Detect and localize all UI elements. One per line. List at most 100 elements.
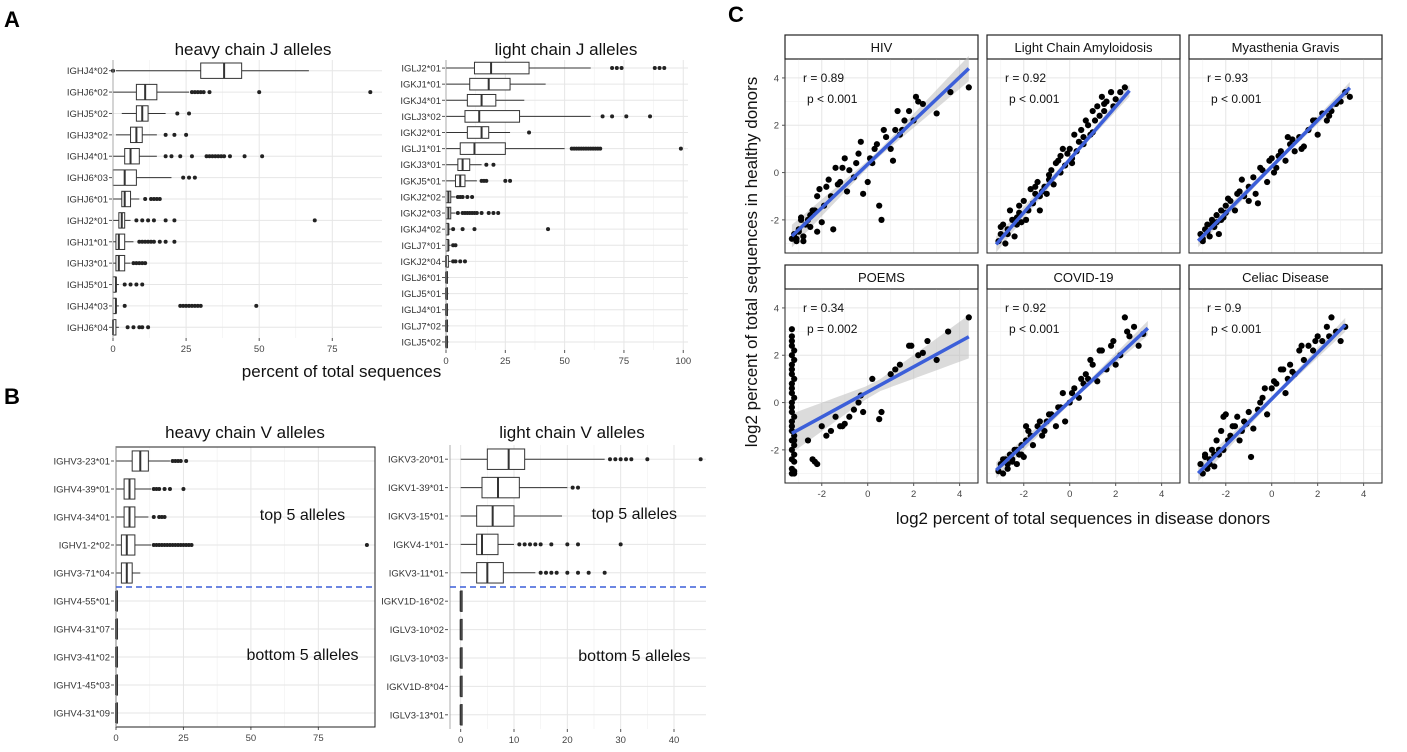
scatter-point [800, 238, 807, 245]
scatter-point [1078, 126, 1085, 134]
scatter-point [876, 416, 883, 423]
outlier-point [146, 325, 151, 330]
facet-strip-label: HIV [871, 40, 893, 55]
scatter-point [1270, 169, 1278, 176]
x-tick-label: 0 [1269, 489, 1274, 500]
scatter-point [860, 190, 867, 197]
scatter-point [892, 126, 899, 134]
scatter-point [830, 226, 837, 233]
outlier-point [213, 154, 218, 159]
scatter-point [1291, 148, 1298, 155]
outlier-point [192, 303, 197, 308]
scatter-point [871, 145, 878, 153]
scatter-point [791, 437, 798, 444]
scatter-point [869, 375, 876, 383]
outlier-point [368, 90, 373, 95]
regression-line [994, 89, 1131, 246]
outlier-point [460, 227, 465, 232]
outlier-point [128, 282, 133, 287]
box-IGKV3-20*01 [460, 448, 703, 470]
outlier-point [178, 459, 183, 463]
outlier-point [678, 146, 683, 151]
category-label: IGKJ2*03 [400, 209, 441, 220]
outlier-point [163, 239, 168, 244]
category-label: IGLV3-10*03 [390, 654, 444, 665]
box-iqr [466, 126, 490, 139]
scatter-point [1107, 342, 1115, 349]
outlier-point [610, 66, 615, 71]
box-IGKJ4*01 [446, 93, 525, 107]
outlier-point [143, 197, 148, 201]
scatter-point [1064, 150, 1071, 157]
x-tick-label: 100 [675, 356, 691, 367]
scatter-point [788, 446, 795, 453]
x-tick-label: -2 [1222, 489, 1230, 500]
scatter-point [1068, 389, 1076, 397]
x-tick-label: 50 [254, 344, 265, 355]
outlier-point [195, 90, 200, 95]
category-label: IGHJ6*01 [67, 195, 108, 206]
outlier-point [618, 542, 623, 547]
scatter-point [1238, 176, 1245, 183]
outlier-point [187, 175, 192, 180]
scatter-point [788, 352, 795, 359]
scatter-point [791, 470, 798, 477]
category-label: IGLJ5*02 [401, 337, 441, 348]
category-label: IGLV3-13*01 [390, 710, 444, 721]
scatter-point [1289, 368, 1296, 375]
scatter-point [797, 214, 805, 221]
box-IGKJ2*03 [445, 206, 501, 220]
outlier-point [624, 114, 629, 119]
outlier-point [698, 457, 703, 462]
outlier-point [172, 218, 177, 223]
outlier-point [140, 325, 145, 330]
outlier-point [137, 325, 142, 330]
scatter-point [1066, 145, 1073, 153]
scatter-point [905, 107, 913, 115]
scatter-point [1082, 117, 1089, 124]
outlier-point [528, 542, 532, 547]
box-IGKV3-15*01 [460, 505, 562, 527]
scatter-point [1312, 337, 1319, 345]
scatter-point [915, 352, 922, 359]
category-label: IGLJ5*01 [401, 289, 441, 300]
box-IGHV3-71*04 [116, 562, 141, 584]
category-label: IGHJ1*01 [67, 237, 108, 248]
category-label: IGLJ2*01 [401, 64, 441, 75]
x-tick-label: 30 [615, 735, 626, 746]
outlier-point [146, 218, 151, 223]
chart-title: light chain V alleles [499, 423, 645, 442]
scatter-point [901, 117, 908, 124]
scatter-point [791, 375, 798, 383]
outlier-point [207, 154, 212, 159]
scatter-point [1326, 112, 1333, 119]
facet-celiac-disease: Celiac Disease r = 0.9 p < 0.001 -2 0 2 4 [1188, 264, 1383, 500]
scatter-point [841, 155, 848, 162]
scatter-point [791, 442, 798, 449]
scatter-point [1259, 394, 1266, 401]
scatter-point [1034, 178, 1041, 186]
scatter-point [846, 413, 853, 420]
outlier-point [192, 175, 197, 180]
scatter-point [807, 223, 814, 231]
scatter-point [1250, 425, 1257, 432]
box-iqr [476, 562, 504, 584]
scatter-point [791, 413, 798, 420]
outlier-point [619, 66, 624, 71]
outlier-point [576, 485, 580, 490]
outlier-point [517, 542, 522, 547]
scatter-point [1022, 423, 1030, 430]
scatter-point [1002, 240, 1009, 247]
scatter-point [1020, 197, 1027, 205]
scatter-point [1071, 131, 1078, 138]
category-label: IGKV3-15*01 [388, 512, 444, 523]
category-label: IGHV4-39*01 [53, 485, 110, 496]
category-label: IGKJ4*02 [400, 225, 441, 236]
scatter-point [834, 181, 841, 188]
outlier-point [453, 259, 458, 264]
outlier-point [484, 178, 489, 183]
outlier-point [549, 570, 554, 575]
outlier-point [131, 325, 136, 330]
outlier-point [470, 194, 475, 199]
box-IGHV4-39*01 [116, 478, 186, 500]
